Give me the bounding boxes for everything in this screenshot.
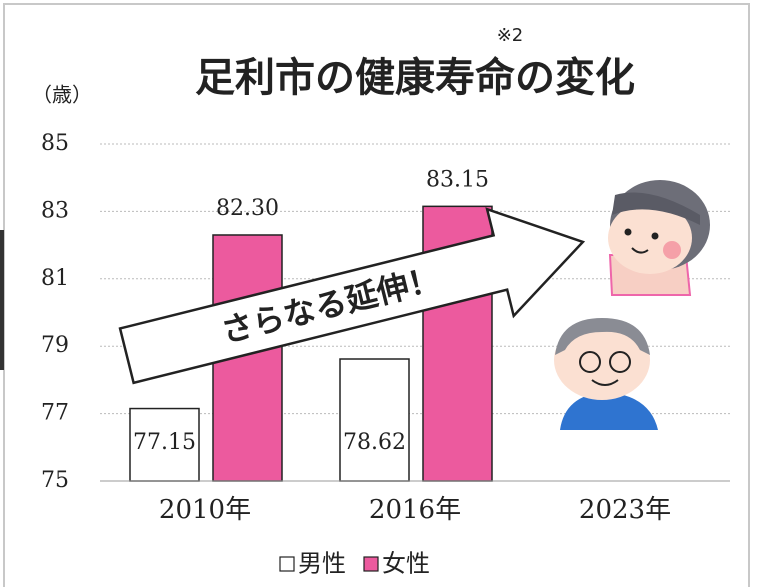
arrow-shape: [118, 207, 586, 385]
bar: [129, 407, 200, 482]
x-tick-label: 2010年: [159, 495, 251, 525]
man-glasses: [579, 351, 601, 373]
title-note: ※2: [497, 25, 524, 46]
edge-mark: [0, 230, 4, 370]
y-axis-label: （歳）: [32, 83, 92, 107]
y-tick-label: 79: [41, 333, 69, 358]
value-label: 82.30: [216, 196, 279, 221]
woman-eye: [624, 228, 632, 236]
y-tick-label: 85: [41, 131, 69, 156]
man-shirt: [560, 392, 658, 430]
legend-label: 男性: [298, 550, 346, 578]
woman-eye: [651, 232, 659, 240]
woman-mouth: [631, 247, 649, 254]
woman-cheek: [663, 241, 681, 259]
value-label: 78.62: [343, 430, 406, 455]
man-glasses: [609, 351, 631, 373]
man-illustration: [554, 318, 658, 430]
value-label: 83.15: [426, 167, 489, 192]
chart-title: 足利市の健康寿命の変化: [195, 55, 635, 101]
bar: [339, 358, 410, 482]
man-face: [554, 320, 650, 400]
legend-label: 女性: [382, 550, 430, 578]
legend-swatch: [363, 556, 379, 572]
y-tick-label: 75: [41, 468, 69, 493]
y-tick-label: 83: [41, 198, 69, 223]
woman-bangs: [612, 192, 700, 225]
woman-illustration: [608, 180, 710, 296]
legend-swatch: [279, 556, 295, 572]
x-tick-label: 2016年: [369, 495, 461, 525]
man-hair: [555, 318, 650, 355]
x-tick-label: 2023年: [579, 495, 671, 525]
value-label: 77.15: [133, 430, 196, 455]
y-tick-label: 77: [41, 401, 69, 426]
man-mouth: [591, 379, 619, 386]
y-tick-label: 81: [41, 266, 69, 291]
